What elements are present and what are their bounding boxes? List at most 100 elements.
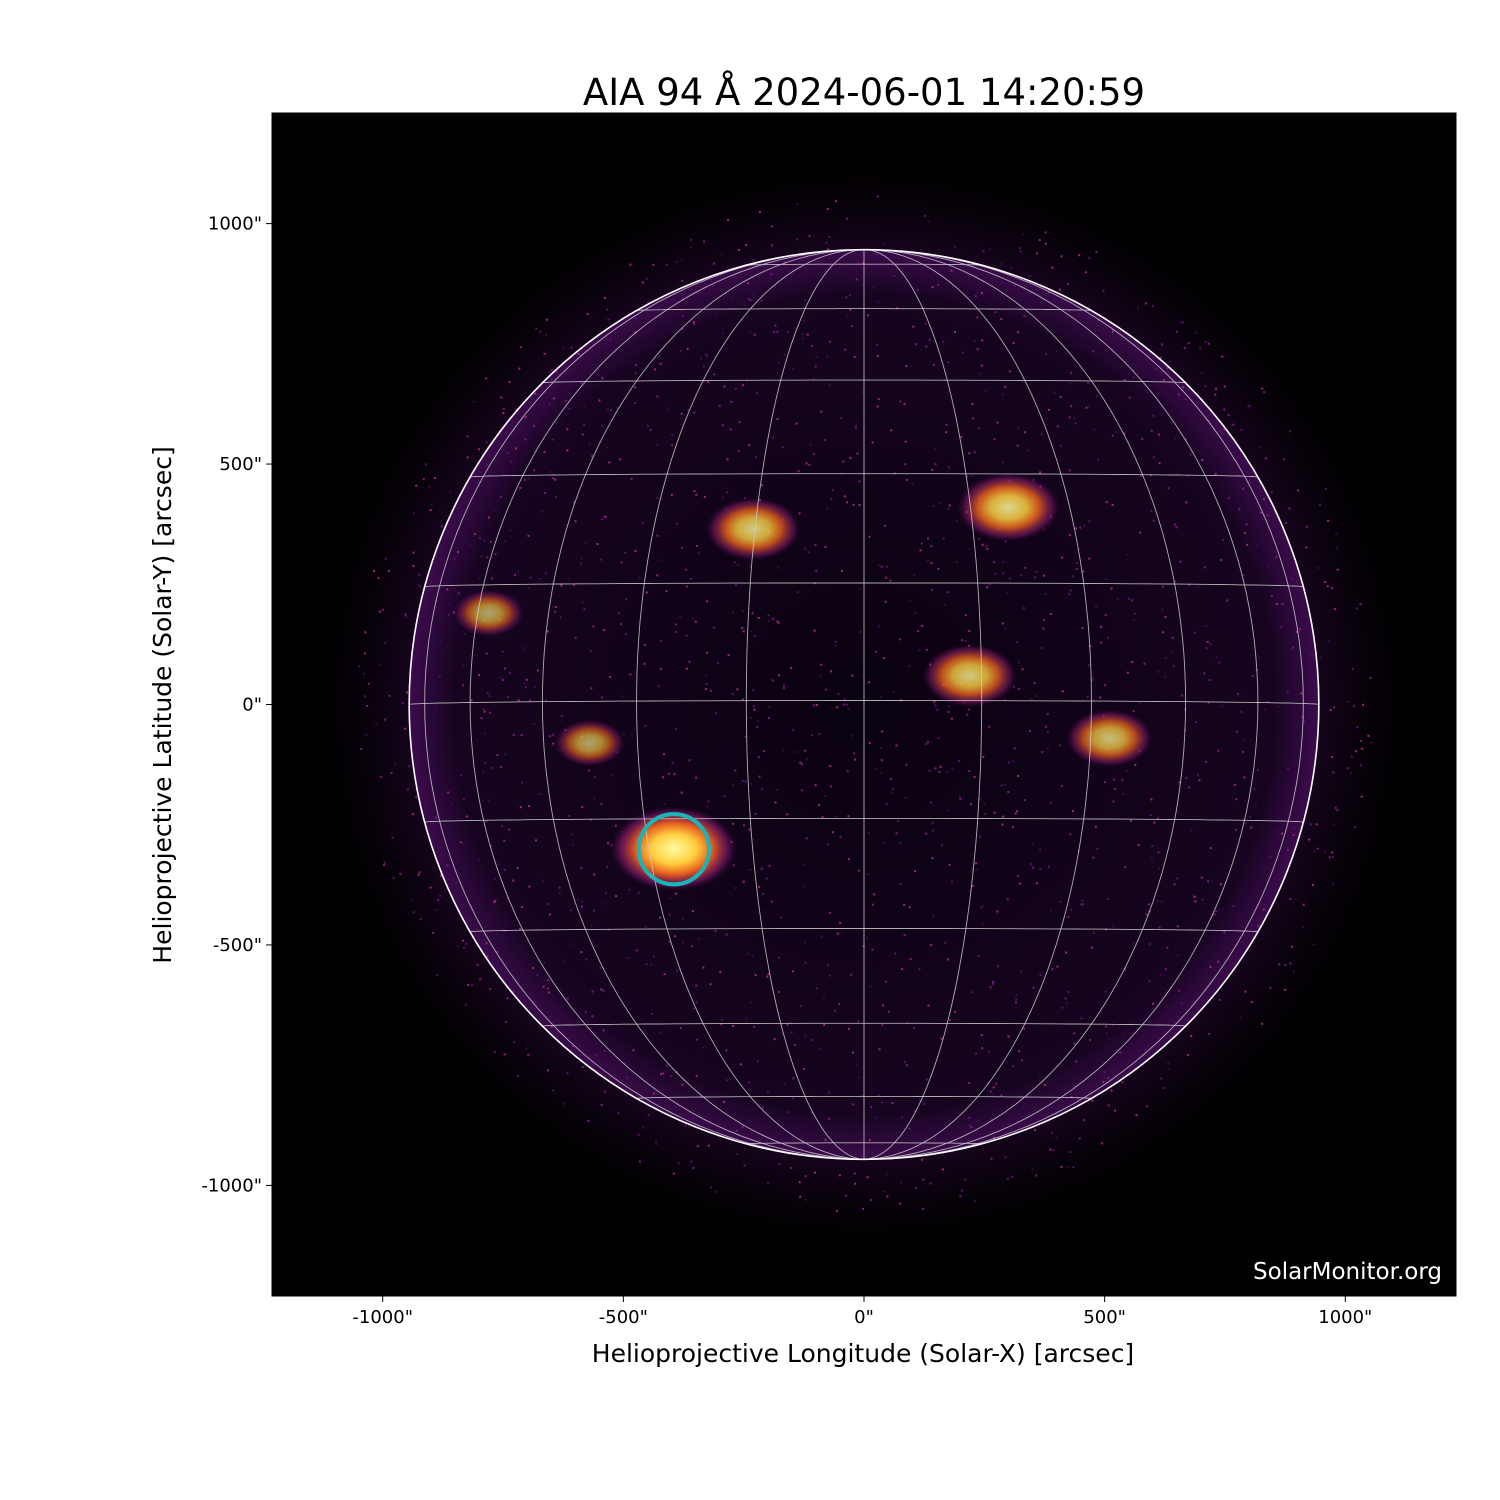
noise-pixel xyxy=(466,435,469,438)
noise-pixel xyxy=(595,1070,598,1073)
noise-pixel xyxy=(872,903,875,906)
noise-pixel xyxy=(1079,526,1082,529)
noise-pixel xyxy=(946,591,949,594)
noise-pixel xyxy=(1065,951,1068,954)
noise-pixel xyxy=(638,576,641,579)
noise-pixel xyxy=(573,501,576,504)
noise-pixel xyxy=(1264,457,1267,460)
noise-pixel xyxy=(908,906,911,909)
noise-pixel xyxy=(786,1111,789,1114)
noise-pixel xyxy=(1099,696,1102,699)
noise-pixel xyxy=(777,361,780,364)
noise-pixel xyxy=(1004,1156,1007,1159)
noise-pixel xyxy=(911,482,914,485)
noise-pixel xyxy=(1200,372,1203,375)
noise-pixel xyxy=(835,200,838,203)
noise-pixel xyxy=(593,797,596,800)
noise-pixel xyxy=(861,1094,864,1097)
noise-pixel xyxy=(520,906,523,909)
noise-pixel xyxy=(693,320,696,323)
noise-pixel xyxy=(1214,387,1217,390)
noise-pixel xyxy=(1042,574,1045,577)
noise-pixel xyxy=(586,313,589,316)
noise-pixel xyxy=(961,351,964,354)
noise-pixel xyxy=(483,539,486,542)
noise-pixel xyxy=(580,900,583,903)
noise-pixel xyxy=(383,861,386,864)
noise-pixel xyxy=(489,540,492,543)
noise-pixel xyxy=(590,687,593,690)
noise-pixel xyxy=(587,1119,590,1122)
noise-pixel xyxy=(828,1091,831,1094)
noise-pixel xyxy=(591,990,594,993)
noise-pixel xyxy=(562,1102,565,1105)
noise-pixel xyxy=(554,610,557,613)
noise-pixel xyxy=(1312,943,1315,946)
noise-pixel xyxy=(512,475,515,478)
noise-pixel xyxy=(485,377,488,380)
noise-pixel xyxy=(1040,647,1043,650)
noise-pixel xyxy=(462,798,465,801)
noise-pixel xyxy=(789,666,792,669)
noise-pixel xyxy=(924,322,927,325)
noise-pixel xyxy=(1167,1068,1170,1071)
noise-pixel xyxy=(868,1139,871,1142)
noise-pixel xyxy=(384,718,387,721)
noise-pixel xyxy=(470,699,473,702)
noise-pixel xyxy=(861,391,864,394)
noise-pixel xyxy=(581,601,584,604)
noise-pixel xyxy=(525,686,528,689)
noise-pixel xyxy=(1044,725,1047,728)
noise-pixel xyxy=(1243,468,1246,471)
noise-pixel xyxy=(1182,386,1185,389)
noise-pixel xyxy=(483,710,486,713)
noise-pixel xyxy=(681,327,684,330)
noise-pixel xyxy=(1271,841,1274,844)
noise-pixel xyxy=(1068,593,1071,596)
noise-pixel xyxy=(543,962,546,965)
noise-pixel xyxy=(1319,503,1322,506)
noise-pixel xyxy=(677,1162,680,1165)
noise-pixel xyxy=(480,555,483,558)
noise-pixel xyxy=(656,496,659,499)
noise-pixel xyxy=(776,330,779,333)
noise-pixel xyxy=(904,796,907,799)
noise-pixel xyxy=(858,504,861,507)
noise-pixel xyxy=(418,573,421,576)
noise-pixel xyxy=(405,615,408,618)
noise-pixel xyxy=(432,931,435,934)
noise-pixel xyxy=(695,493,698,496)
noise-pixel xyxy=(899,400,902,403)
noise-pixel xyxy=(932,505,935,508)
noise-pixel xyxy=(843,698,846,701)
noise-pixel xyxy=(1277,705,1280,708)
noise-pixel xyxy=(726,458,729,461)
noise-pixel xyxy=(976,316,979,319)
noise-pixel xyxy=(1081,899,1084,902)
noise-pixel xyxy=(606,308,609,311)
noise-pixel xyxy=(1106,898,1109,901)
noise-pixel xyxy=(903,903,906,906)
noise-pixel xyxy=(938,770,941,773)
noise-pixel xyxy=(544,572,547,575)
noise-pixel xyxy=(484,455,487,458)
noise-pixel xyxy=(603,1090,606,1093)
noise-pixel xyxy=(914,870,917,873)
noise-pixel xyxy=(480,716,483,719)
noise-pixel xyxy=(1158,462,1161,465)
noise-pixel xyxy=(857,869,860,872)
noise-pixel xyxy=(603,296,606,299)
noise-pixel xyxy=(1117,597,1120,600)
noise-pixel xyxy=(1035,882,1038,885)
noise-pixel xyxy=(1150,856,1153,859)
noise-pixel xyxy=(919,549,922,552)
noise-pixel xyxy=(978,538,981,541)
noise-pixel xyxy=(485,652,488,655)
noise-pixel xyxy=(1208,1032,1211,1035)
noise-pixel xyxy=(849,308,852,311)
noise-pixel xyxy=(868,741,871,744)
noise-pixel xyxy=(500,824,503,827)
noise-pixel xyxy=(955,561,958,564)
noise-pixel xyxy=(659,1032,662,1035)
noise-pixel xyxy=(798,1181,801,1184)
